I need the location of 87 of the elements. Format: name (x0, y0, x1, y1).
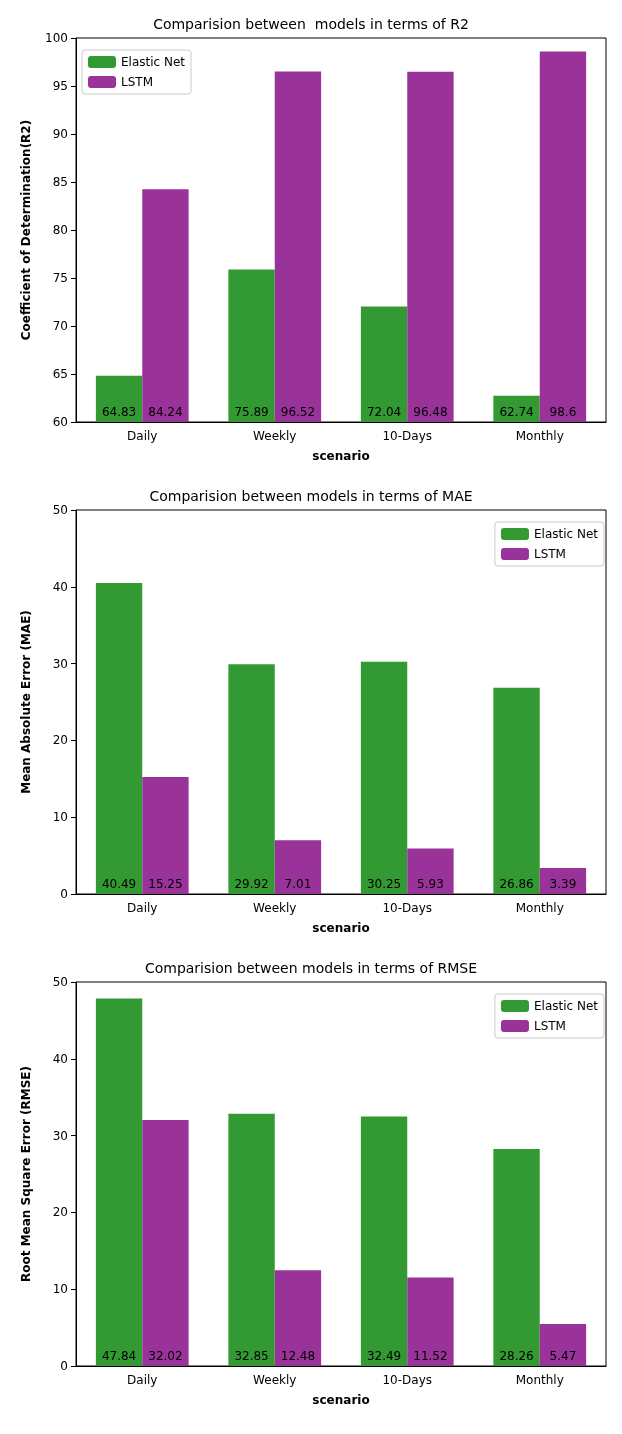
bar (360, 1116, 408, 1366)
chart-title: Comparision between models in terms of MAE (149, 488, 473, 504)
y-tick-label: 60 (52, 415, 68, 429)
data-label: 40.49 (101, 877, 137, 891)
y-tick-label: 10 (52, 1282, 68, 1297)
data-label: 32.49 (366, 1349, 402, 1363)
x-tick-label: Daily (127, 901, 158, 915)
x-axis-title: scenario (312, 921, 370, 935)
bar (493, 1148, 540, 1366)
y-tick-label: 75 (52, 271, 68, 285)
bar (360, 661, 408, 894)
y-tick-label: 40 (52, 1051, 68, 1066)
bar (142, 776, 189, 894)
bar (407, 848, 454, 894)
y-tick-label: 70 (52, 319, 68, 333)
data-label: 5.93 (417, 877, 444, 891)
x-tick-label: Weekly (253, 1373, 297, 1387)
x-tick-label: Monthly (515, 1373, 564, 1387)
y-tick-label: 100 (45, 31, 68, 45)
data-label: 3.39 (549, 877, 577, 891)
x-tick-label: 10-Days (382, 1373, 433, 1387)
data-label: 12.48 (280, 1349, 316, 1363)
bar (95, 998, 143, 1366)
data-label: 32.02 (148, 1349, 183, 1363)
x-tick-label: Daily (127, 429, 158, 443)
bar (228, 664, 275, 894)
y-tick-label: 40 (52, 579, 68, 594)
y-tick-label: 90 (52, 127, 68, 141)
data-label: 84.24 (148, 405, 183, 419)
data-label: 11.52 (413, 1349, 448, 1363)
x-tick-label: Weekly (253, 901, 297, 915)
bar (228, 1113, 275, 1366)
x-tick-label: Weekly (253, 429, 297, 443)
y-tick-label: 0 (60, 887, 68, 901)
y-tick-label: 50 (52, 503, 68, 517)
x-tick-label: Monthly (515, 429, 564, 443)
data-label: 47.84 (101, 1349, 137, 1363)
data-label: 62.74 (499, 405, 534, 419)
chart-title: Comparision between models in terms of R2 (153, 16, 469, 32)
data-label: 96.48 (413, 405, 448, 419)
x-axis-title: scenario (312, 1393, 370, 1407)
y-tick-label: 20 (52, 1205, 68, 1220)
bar (274, 840, 322, 894)
legend-label: Elastic Net (533, 527, 599, 541)
y-tick-label: 95 (52, 79, 68, 93)
legend-label: LSTM (121, 75, 153, 89)
legend-label: LSTM (533, 547, 566, 561)
data-label: 64.83 (101, 405, 137, 419)
y-axis-title: Coefficient of Determination(R2) (19, 119, 33, 341)
x-axis-title: scenario (312, 449, 370, 463)
data-label: 98.6 (549, 405, 577, 419)
y-tick-label: 30 (52, 656, 68, 671)
bar (539, 1323, 587, 1366)
data-label: 72.04 (366, 405, 402, 419)
data-label: 96.52 (280, 405, 316, 419)
data-label: 75.89 (234, 405, 269, 419)
data-label: 5.47 (549, 1349, 577, 1363)
data-label: 26.86 (499, 877, 534, 891)
bar (142, 1120, 189, 1366)
data-label: 29.92 (234, 877, 269, 891)
data-label: 28.26 (499, 1349, 534, 1363)
y-tick-label: 50 (52, 975, 68, 989)
bar (274, 1270, 322, 1366)
y-tick-label: 80 (52, 223, 68, 237)
x-tick-label: Daily (127, 1373, 158, 1387)
x-tick-label: Monthly (515, 901, 564, 915)
chart-title: Comparision between models in terms of RMSE (144, 960, 478, 976)
bar (95, 583, 143, 894)
legend-label: Elastic Net (121, 55, 186, 69)
x-tick-label: 10-Days (382, 429, 433, 443)
y-tick-label: 20 (52, 733, 68, 748)
data-label: 32.85 (234, 1349, 269, 1363)
legend-label: LSTM (533, 1019, 566, 1033)
legend-label: Elastic Net (533, 999, 599, 1013)
y-tick-label: 10 (52, 810, 68, 825)
y-tick-label: 30 (52, 1128, 68, 1143)
y-axis-title: Mean Absolute Error (MAE) (19, 610, 33, 794)
y-axis-title: Root Mean Square Error (RMSE) (19, 1065, 33, 1283)
data-label: 15.25 (148, 877, 183, 891)
x-tick-label: 10-Days (382, 901, 433, 915)
y-tick-label: 0 (60, 1359, 68, 1373)
data-label: 30.25 (366, 877, 402, 891)
bar (493, 687, 540, 894)
y-tick-label: 85 (52, 175, 68, 189)
data-label: 7.01 (284, 877, 312, 891)
y-tick-label: 65 (52, 367, 68, 381)
bar (407, 1277, 454, 1366)
